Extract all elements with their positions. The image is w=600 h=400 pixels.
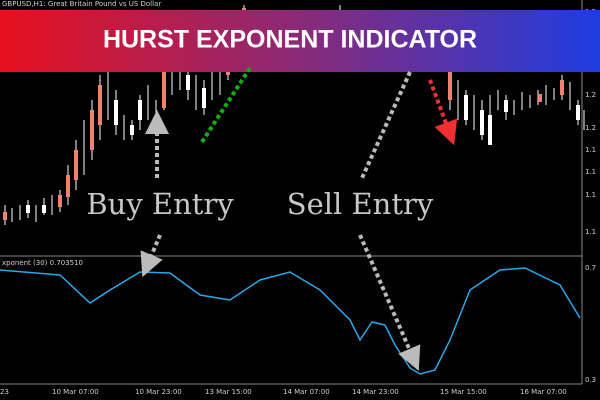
candles (3, 5, 585, 225)
indicator-tick-label: 0.3 (585, 376, 596, 384)
time-tick-label: 10 Mar 23:00 (135, 388, 182, 396)
price-tick-label: 1.1 (585, 228, 596, 236)
time-tick-label: 13 Mar 15:00 (205, 388, 252, 396)
arrows (140, 66, 458, 372)
time-tick-label: 10 Mar 07:00 (52, 388, 99, 396)
indicator-line (0, 267, 581, 375)
time-tick-label: 16 Mar 07:00 (520, 388, 567, 396)
price-tick-label: 1.1 (585, 146, 596, 154)
chart-header: GBPUSD,H1: Great Britain Pound vs US Dol… (2, 0, 161, 8)
banner (0, 10, 600, 72)
time-tick-label: 23 (0, 388, 9, 396)
time-tick-label: 14 Mar 23:00 (352, 388, 399, 396)
price-tick-label: 1.1 (585, 191, 596, 199)
price-tick-label: 1.2 (585, 91, 596, 99)
price-tick-label: 1.2 (585, 124, 596, 132)
time-tick-label: 14 Mar 07:00 (283, 388, 330, 396)
sell-entry-label: Sell Entry (287, 187, 434, 221)
indicator-tick-label: 0.7 (585, 264, 596, 272)
buy-entry-label: Buy Entry (86, 187, 234, 221)
price-tick-label: 1.1 (585, 168, 596, 176)
indicator-label: xponent (30) 0.703510 (2, 259, 83, 267)
banner-title: HURST EXPONENT INDICATOR (103, 26, 477, 54)
time-tick-label: 15 Mar 15:00 (440, 388, 487, 396)
